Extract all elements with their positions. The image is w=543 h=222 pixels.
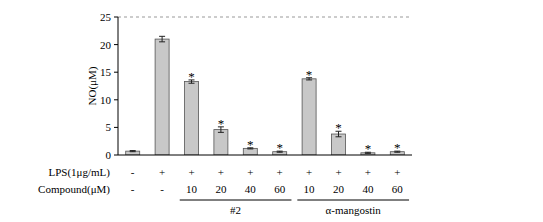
- row-value: +: [159, 166, 165, 178]
- frame-top: [118, 17, 412, 18]
- error-bar: [159, 36, 165, 42]
- significance: *: [335, 120, 342, 135]
- y-tick-label: 25: [100, 11, 112, 23]
- y-tick: [114, 155, 118, 156]
- row-value: +: [188, 166, 194, 178]
- bar: [302, 79, 316, 155]
- row-label: LPS(1μg/mL): [48, 166, 110, 179]
- y-tick: [114, 44, 118, 45]
- error-line: [162, 36, 163, 42]
- y-axis: [118, 17, 119, 155]
- x-tick-label: 60: [392, 183, 404, 195]
- error-cap: [130, 150, 136, 151]
- y-tick-label: 5: [106, 121, 112, 133]
- group-label: α-mangostin: [326, 204, 382, 216]
- x-tick-label: -: [131, 183, 135, 195]
- x-tick-label: -: [160, 183, 164, 195]
- x-tick-label: 20: [215, 183, 227, 195]
- row-value: +: [394, 166, 400, 178]
- group-line: [297, 200, 409, 201]
- x-tick-label: 60: [274, 183, 286, 195]
- bar: [214, 130, 228, 155]
- error-cap: [218, 132, 224, 133]
- bar: [126, 151, 140, 155]
- row-value: +: [218, 166, 224, 178]
- x-axis-label: Compound(μM): [38, 183, 110, 196]
- significance: *: [188, 69, 195, 84]
- y-tick: [114, 99, 118, 100]
- x-tick-label: 40: [245, 183, 257, 195]
- error-cap: [159, 36, 165, 37]
- bars: [126, 36, 405, 155]
- group-line: [180, 200, 292, 201]
- y-tick: [114, 72, 118, 73]
- group-label: #2: [230, 204, 241, 216]
- significance: *: [247, 137, 254, 152]
- row-value: +: [247, 166, 253, 178]
- row-value: +: [277, 166, 283, 178]
- chart: * * * * * * * * 0 5 10 15 20 25 NO(μM) LPS(1μg/mL) - + + + +…: [0, 0, 543, 222]
- x-tick-label: 10: [186, 183, 198, 195]
- bar: [332, 134, 346, 155]
- significance: *: [394, 140, 401, 155]
- error-bar: [130, 151, 136, 152]
- y-tick: [114, 17, 118, 18]
- error-cap: [130, 151, 136, 152]
- bar: [155, 39, 169, 155]
- error-cap: [159, 41, 165, 42]
- x-tick-label: 40: [362, 183, 374, 195]
- y-tick: [114, 127, 118, 128]
- y-tick-label: 20: [100, 39, 112, 51]
- y-tick-label: 0: [106, 149, 112, 161]
- row-value: +: [365, 166, 371, 178]
- row-value: +: [306, 166, 312, 178]
- bar: [185, 82, 199, 155]
- row-value: -: [131, 166, 135, 178]
- y-tick-label: 15: [100, 66, 112, 78]
- x-tick-label: 10: [304, 183, 316, 195]
- row-value: +: [335, 166, 341, 178]
- error-cap: [336, 136, 342, 137]
- y-axis-label: NO(μM): [86, 66, 99, 105]
- significance: *: [218, 116, 225, 131]
- x-axis: [118, 155, 412, 156]
- significance: *: [276, 140, 283, 155]
- significance: *: [365, 141, 372, 156]
- significance: *: [306, 67, 313, 82]
- y-tick-label: 10: [100, 94, 112, 106]
- x-tick-label: 20: [333, 183, 345, 195]
